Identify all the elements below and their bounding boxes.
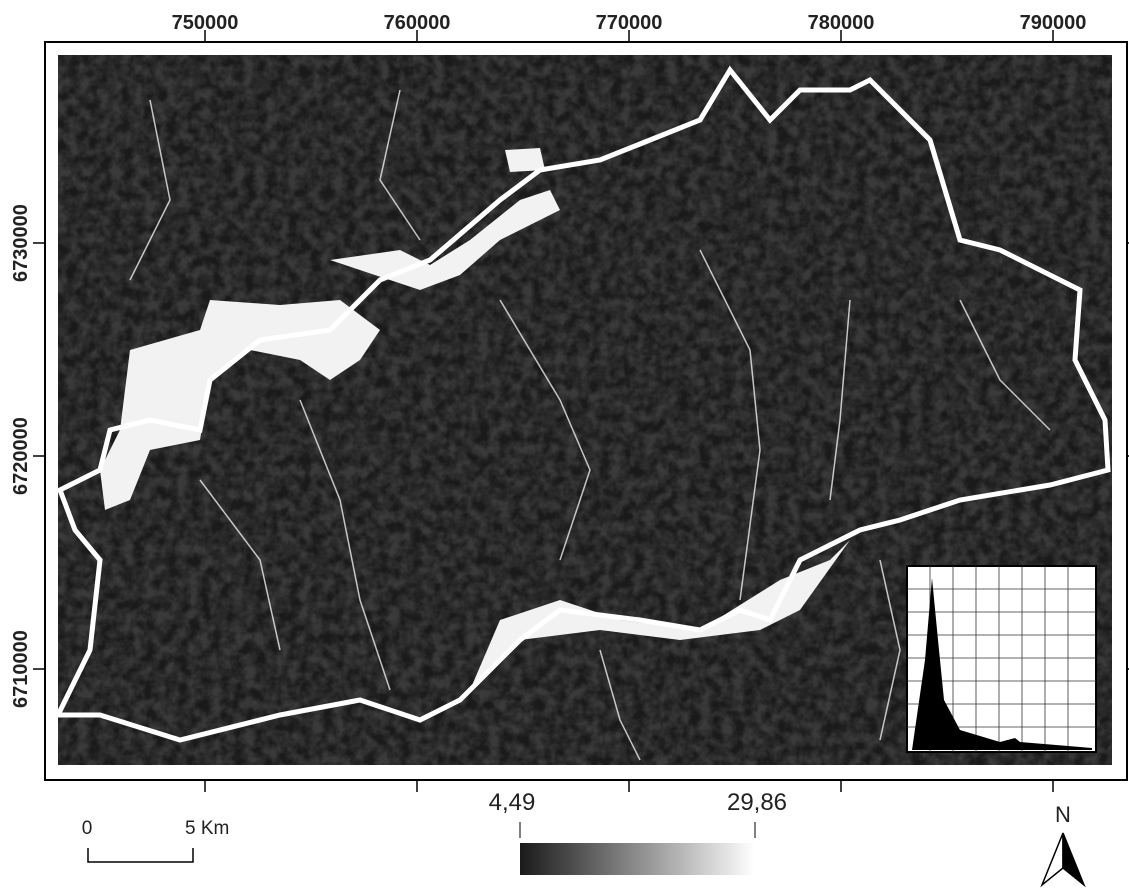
x-coordinate-label: 780000: [808, 12, 875, 34]
x-coordinate-label: 750000: [172, 12, 239, 34]
legend-min: 4,49: [489, 789, 536, 816]
scale-end: 5 Km: [185, 818, 229, 839]
x-coordinate-label: 760000: [384, 12, 451, 34]
legend: 4,49 29,86: [489, 789, 787, 875]
x-coordinate-labels: 750000 760000 770000 780000 790000: [172, 12, 1087, 34]
y-coordinate-labels: 6730000 6720000 6710000: [10, 204, 32, 708]
y-coordinate-label: 6730000: [10, 204, 32, 282]
histogram-inset: [907, 566, 1096, 752]
legend-max: 29,86: [727, 789, 787, 816]
map-figure: 750000760000770000780000790000 673000067…: [0, 0, 1129, 890]
scale-bar: 0 5 Km: [82, 818, 230, 862]
y-coordinate-label: 6720000: [10, 417, 32, 495]
scale-start: 0: [82, 818, 93, 839]
north-label: N: [1055, 802, 1071, 827]
page: {"map": { "x_labels": ["750000", "760000…: [0, 0, 1129, 890]
x-coordinate-label: 790000: [1020, 12, 1087, 34]
north-arrow: N: [1042, 802, 1084, 885]
y-coordinate-label: 6710000: [10, 630, 32, 708]
x-coordinate-label: 770000: [596, 12, 663, 34]
